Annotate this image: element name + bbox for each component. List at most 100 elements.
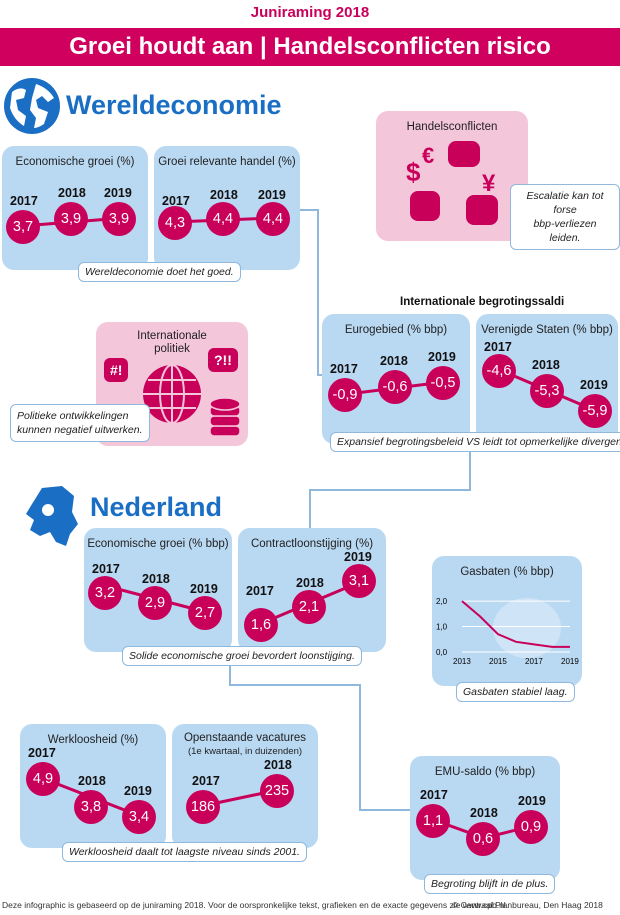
value-circle: 1,1: [416, 804, 450, 838]
y-tick-label: 1,0: [436, 623, 448, 632]
emu-panel: EMU-saldo (% bbp) 2017 2018 2019 1,1 0,6…: [410, 756, 560, 880]
value-circle: 4,4: [256, 202, 290, 236]
nl-wages-panel: Contractloonstijging (%) 2017 2018 2019 …: [238, 528, 386, 652]
unemployment-title: Werkloosheid (%): [47, 734, 139, 746]
value-circle: 3,8: [74, 790, 108, 824]
year-label: 2019: [518, 794, 546, 808]
nl-wages-title: Contractloonstijging (%): [250, 538, 374, 550]
value-circle: -0,6: [378, 370, 412, 404]
world-growth-title: Economische groei (%): [15, 156, 135, 168]
budget-caption: Expansief begrotingsbeleid VS leidt tot …: [330, 432, 620, 452]
us-title: Verenigde Staten (% bbp): [481, 324, 613, 336]
politics-caption: Politieke ontwikkelingen kunnen negatief…: [10, 404, 150, 442]
trade-conflicts-title: Handelsconflicten: [406, 121, 498, 133]
gas-series-line: [461, 600, 570, 648]
year-label: 2019: [124, 784, 152, 798]
value-circle: -5,3: [530, 374, 564, 408]
value-circle: 2,7: [188, 596, 222, 630]
trade-conflicts-panel: Handelsconflicten $ € ¥: [376, 111, 528, 241]
page-title: Groei houdt aan | Handelsconflicten risi…: [0, 28, 620, 66]
value-circle: -0,5: [426, 366, 460, 400]
caption-line: kunnen negatief uitwerken.: [17, 424, 143, 436]
value-circle: 3,2: [88, 576, 122, 610]
world-trade-panel: Groei relevante handel (%) 2017 2018 201…: [154, 146, 300, 270]
budget-heading: Internationale begrotingssaldi: [400, 296, 565, 308]
value-circle: 0,6: [466, 822, 500, 856]
year-label: 2018: [296, 576, 324, 590]
gas-caption: Gasbaten stabiel laag.: [456, 682, 575, 702]
nl-growth-title: Economische groei (% bbp): [87, 538, 229, 550]
y-tick-label: 2,0: [436, 597, 448, 606]
caption-line: Escalatie kan tot forse: [526, 190, 604, 216]
footer-left: Deze infographic is gebaseerd op de juni…: [2, 900, 509, 910]
year-label: 2017: [92, 562, 120, 576]
year-label: 2017: [192, 774, 220, 788]
exclaim-badge: #!: [104, 358, 129, 382]
year-label: 2019: [104, 186, 132, 200]
nl-section-title: Nederland: [90, 492, 223, 522]
value-circle: -0,9: [328, 378, 362, 412]
emu-title: EMU-saldo (% bbp): [434, 766, 536, 778]
value-circle: 2,1: [292, 590, 326, 624]
vacancies-title: Openstaande vacatures: [183, 732, 307, 744]
politics-title: Internationale politiek: [96, 330, 248, 356]
value-circle: -4,6: [482, 354, 516, 388]
year-label: 2017: [10, 194, 38, 208]
year-label: 2017: [484, 340, 512, 354]
value-circle: 186: [186, 790, 220, 824]
year-label: 2017: [28, 746, 56, 760]
politics-title-line: Internationale: [137, 330, 207, 342]
year-label: 2019: [428, 350, 456, 364]
x-tick-label: 2015: [489, 657, 507, 666]
gas-title: Gasbaten (% bbp): [460, 566, 554, 578]
y-tick-label: 0,0: [436, 648, 448, 657]
politics-title-line: politiek: [154, 343, 190, 355]
us-panel: Verenigde Staten (% bbp) 2017 2018 2019 …: [476, 314, 618, 444]
value-circle: 235: [260, 774, 294, 808]
year-label: 2019: [580, 378, 608, 392]
year-label: 2017: [330, 362, 358, 376]
svg-text:€: €: [422, 143, 434, 168]
nl-growth-panel: Economische groei (% bbp) 2017 2018 2019…: [84, 528, 232, 652]
question-badge: ?!!: [208, 348, 238, 372]
year-label: 2017: [246, 584, 274, 598]
value-circle: 4,3: [158, 206, 192, 240]
caption-line: bbp-verliezen leiden.: [533, 218, 597, 244]
year-label: 2017: [420, 788, 448, 802]
nl-caption: Solide economische groei bevordert loons…: [122, 646, 362, 666]
value-circle: 0,9: [514, 810, 548, 844]
year-label: 2018: [142, 572, 170, 586]
value-circle: 3,7: [6, 210, 40, 244]
value-circle: 3,4: [122, 800, 156, 834]
year-label: 2019: [190, 582, 218, 596]
eurozone-title: Eurogebied (% bbp): [344, 324, 448, 336]
year-label: 2018: [532, 358, 560, 372]
year-label: 2018: [264, 758, 292, 772]
value-circle: 1,6: [244, 608, 278, 642]
vacancies-subtitle: (1e kwartaal, in duizenden): [187, 746, 303, 757]
world-caption: Wereldeconomie doet het goed.: [78, 262, 241, 282]
unemployment-panel: Werkloosheid (%) 2017 2018 2019 4,9 3,8 …: [20, 724, 166, 848]
unemployment-caption: Werkloosheid daalt tot laagste niveau si…: [62, 842, 307, 862]
eurozone-panel: Eurogebied (% bbp) 2017 2018 2019 -0,9 -…: [322, 314, 470, 444]
year-label: 2018: [78, 774, 106, 788]
trade-conflicts-caption: Escalatie kan tot forse bbp-verliezen le…: [510, 184, 620, 250]
value-circle: 3,1: [342, 564, 376, 598]
gas-chart: 2,0 1,0 0,0 2013 2015 2017 2019: [436, 597, 579, 666]
year-label: 2018: [380, 354, 408, 368]
year-label: 2018: [58, 186, 86, 200]
value-circle: 3,9: [54, 202, 88, 236]
value-circle: 3,9: [102, 202, 136, 236]
vacancies-panel: Openstaande vacatures (1e kwartaal, in d…: [172, 724, 318, 848]
value-circle: -5,9: [578, 394, 612, 428]
x-tick-label: 2017: [525, 657, 543, 666]
coins-icon: [209, 397, 241, 437]
emu-caption: Begroting blijft in de plus.: [424, 874, 556, 894]
caption-line: Politieke ontwikkelingen: [17, 410, 129, 422]
year-label: 2019: [344, 550, 372, 564]
year-label: 2019: [258, 188, 286, 202]
world-growth-panel: Economische groei (%) 2017 2018 2019 3,7…: [2, 146, 148, 270]
svg-text:$: $: [406, 157, 421, 187]
value-circle: 4,9: [26, 762, 60, 796]
year-label: 2018: [470, 806, 498, 820]
